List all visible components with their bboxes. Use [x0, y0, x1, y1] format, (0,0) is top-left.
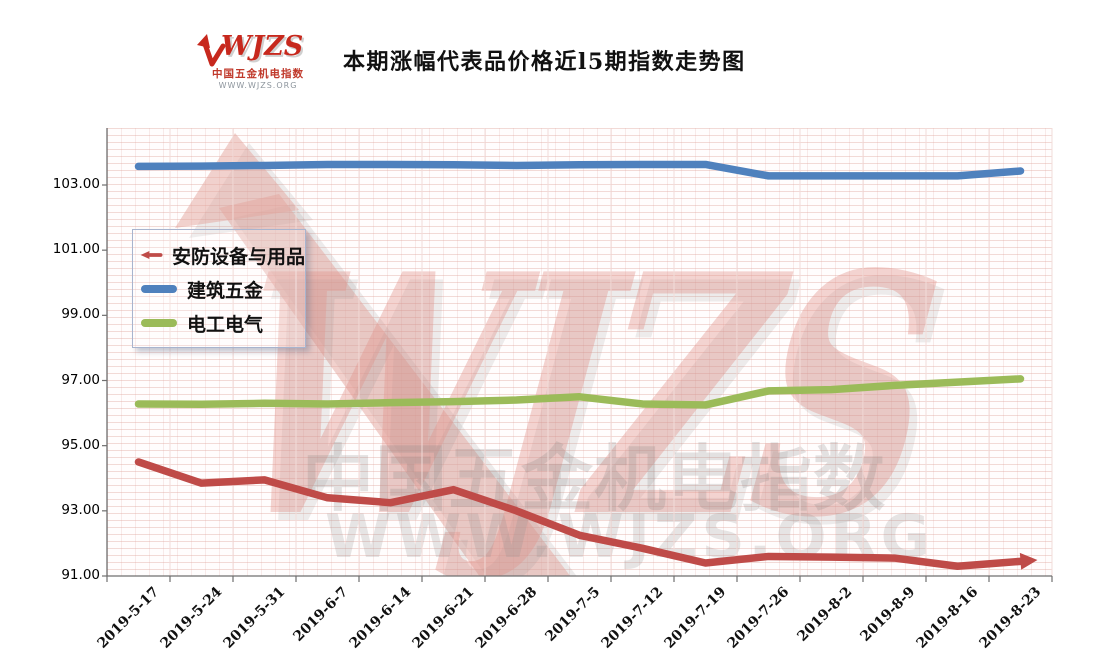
x-axis-label: 2019-7-26: [724, 584, 792, 652]
y-axis-label: 99.00: [61, 306, 100, 323]
x-axis-label: 2019-7-5: [541, 584, 603, 645]
legend-blue-line-icon: [141, 285, 177, 293]
x-axis-label: 2019-6-21: [409, 584, 477, 652]
x-axis-label: 2019-5-31: [220, 584, 288, 652]
y-axis-label: 103.00: [52, 176, 100, 192]
legend-item-jianzhu: 建筑五金: [133, 272, 305, 306]
x-axis-label: 2019-6-7: [289, 584, 351, 645]
legend: 安防设备与用品 建筑五金 电工电气: [132, 229, 306, 348]
y-axis-label: 95.00: [61, 436, 100, 453]
y-axis-label: 93.00: [61, 501, 100, 518]
logo-subtitle-text: 中国五金机电指数: [212, 68, 304, 80]
legend-label: 电工电气: [187, 313, 264, 336]
logo-url-text: WWW.WJZS.ORG: [218, 81, 298, 90]
x-axis-label: 2019-7-19: [661, 584, 729, 652]
y-axis-label: 97.00: [61, 371, 100, 388]
x-axis-label: 2019-6-28: [472, 584, 540, 652]
wjzs-logo: WJZS 中国五金机电指数 WWW.WJZS.ORG: [197, 31, 319, 95]
legend-label: 安防设备与用品: [171, 245, 305, 268]
page-title: 本期涨幅代表品价格近l5期指数走势图: [343, 49, 746, 75]
legend-item-anfang: 安防设备与用品: [133, 238, 305, 272]
x-axis-label: 2019-6-14: [346, 584, 414, 652]
x-axis-label: 2019-5-24: [157, 584, 225, 652]
plot-area: WJZS 中国五金机电指数 WWW.WJZS.ORG: [107, 128, 1052, 576]
y-axis-label: 101.00: [52, 241, 100, 258]
x-axis-label: 2019-8-23: [976, 584, 1044, 652]
logo-brand-text: WJZS: [221, 31, 304, 62]
legend-green-line-icon: [141, 319, 177, 327]
x-axis-label: 2019-5-17: [94, 584, 162, 652]
legend-red-arrow-icon: [140, 250, 163, 260]
legend-item-diangong: 电工电气: [133, 306, 305, 340]
x-axis-label: 2019-8-16: [913, 584, 981, 652]
watermark-url-text: WWW.WJZS.ORG: [325, 502, 934, 572]
x-axis-label: 2019-8-9: [856, 584, 918, 645]
logo-arrow-icon: [197, 34, 226, 67]
legend-label: 建筑五金: [187, 279, 264, 302]
x-axis-label: 2019-8-2: [793, 584, 855, 645]
y-axis-label: 91.00: [61, 567, 100, 583]
x-axis-label: 2019-7-12: [598, 584, 666, 652]
